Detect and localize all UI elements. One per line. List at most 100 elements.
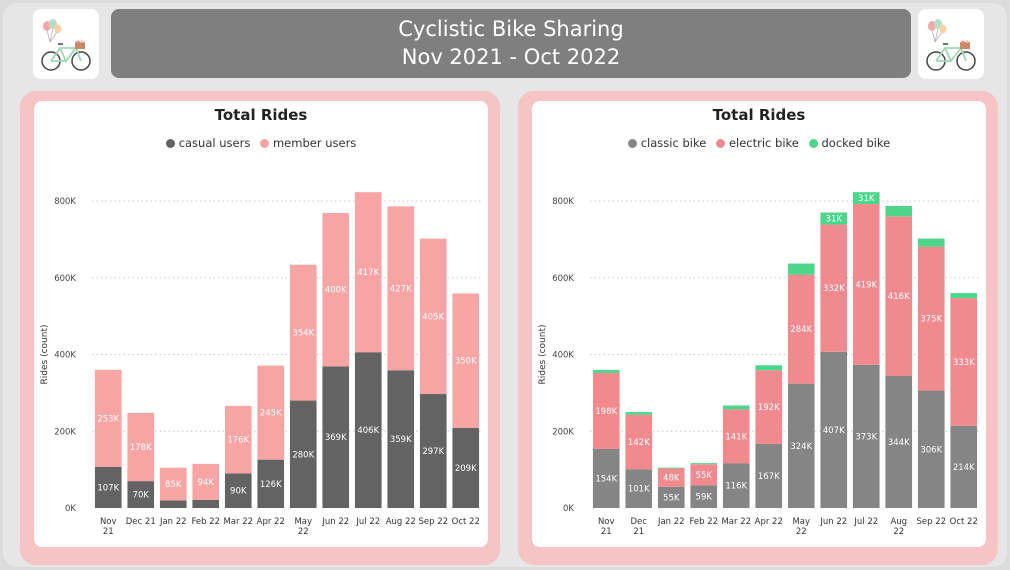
- bar-segment: [787, 274, 815, 384]
- bar-segment: [852, 204, 880, 365]
- bar-segment: [224, 473, 252, 508]
- legend-item-docked[interactable]: docked bike: [808, 136, 891, 150]
- chart-legend: casual users member users: [34, 136, 488, 150]
- bar-segment: [755, 443, 783, 508]
- x-tick-label: Dec 21: [126, 517, 156, 527]
- data-label: 369K: [325, 433, 347, 443]
- bar-segment: [787, 263, 815, 275]
- x-tick-label: Dec: [631, 517, 648, 527]
- bar-segment: [657, 467, 685, 469]
- bar-segment: [885, 375, 913, 508]
- bar-segment: [722, 405, 750, 410]
- data-label: 427K: [390, 284, 412, 294]
- data-label: 245K: [260, 409, 282, 419]
- data-label: 407K: [823, 426, 845, 436]
- legend-item-casual[interactable]: casual users: [165, 136, 250, 150]
- bar-segment: [94, 466, 122, 508]
- dashboard-title: Cyclistic Bike Sharing Nov 2021 - Oct 20…: [111, 9, 911, 78]
- data-label: 333K: [953, 358, 975, 368]
- bar-segment: [387, 370, 415, 508]
- data-label: 48K: [663, 474, 680, 484]
- x-tick-label: Nov: [598, 517, 615, 527]
- data-label: 400K: [325, 286, 347, 296]
- legend-item-classic[interactable]: classic bike: [627, 136, 706, 150]
- bar-segment: [224, 405, 252, 474]
- bar-segment: [192, 499, 220, 508]
- bar-segment: [419, 394, 447, 508]
- data-label: 154K: [595, 474, 617, 484]
- y-tick-label: 800K: [552, 197, 574, 207]
- bar-segment: [419, 238, 447, 395]
- legend-marker: [627, 139, 637, 148]
- title-line-1: Cyclistic Bike Sharing: [398, 17, 624, 41]
- bar-segment: [452, 427, 480, 508]
- data-label: 306K: [920, 445, 942, 455]
- data-label: 280K: [292, 450, 314, 460]
- chart-title: Total Rides: [712, 106, 806, 124]
- bar-segment: [354, 352, 382, 508]
- x-tick-label: Jul 22: [853, 517, 878, 527]
- bar-segment: [917, 390, 945, 508]
- legend-item-electric[interactable]: electric bike: [715, 136, 799, 150]
- bar-segment: [322, 212, 350, 367]
- data-label: 209K: [455, 464, 477, 474]
- data-label: 253K: [97, 414, 119, 424]
- bar-segment: [755, 370, 783, 444]
- data-label: 55K: [663, 493, 680, 503]
- bar-segment: [885, 205, 913, 217]
- chart-legend: classic bike electric bike docked bike: [532, 136, 986, 150]
- bicycle-with-balloons-icon: [926, 19, 976, 71]
- data-label: 141K: [725, 432, 747, 442]
- data-label: 101K: [628, 485, 650, 495]
- bar-segment: [625, 412, 653, 415]
- x-tick-label: 22: [893, 527, 904, 537]
- x-tick-label: Jul 22: [355, 517, 380, 527]
- y-tick-label: 0K: [563, 504, 574, 514]
- bar-segment: [159, 467, 187, 501]
- bar-segment: [625, 469, 653, 508]
- bar-segment: [722, 409, 750, 464]
- data-label: 126K: [260, 480, 282, 490]
- bar-segment: [159, 500, 187, 508]
- y-tick-label: 200K: [54, 427, 76, 437]
- legend-item-member[interactable]: member users: [259, 136, 357, 150]
- bar-segment: [950, 293, 978, 299]
- y-tick-label: 800K: [54, 197, 76, 207]
- data-label: 297K: [422, 447, 444, 457]
- bar-segment: [852, 192, 880, 205]
- bar-segment: [657, 468, 685, 487]
- data-label: 332K: [823, 284, 845, 294]
- x-tick-label: Oct 22: [950, 517, 978, 527]
- data-label: 192K: [758, 403, 780, 413]
- bar-segment: [755, 365, 783, 371]
- x-tick-label: 22: [298, 527, 309, 537]
- x-tick-label: May: [792, 517, 810, 527]
- legend-label: docked bike: [821, 136, 891, 150]
- data-label: 142K: [628, 438, 650, 448]
- bar-segment: [820, 351, 848, 508]
- bar-segment: [657, 486, 685, 508]
- y-tick-label: 200K: [552, 427, 574, 437]
- left-logo: [33, 9, 99, 79]
- x-tick-label: Aug: [890, 517, 907, 527]
- x-tick-label: Jun 22: [321, 517, 349, 527]
- x-tick-label: Feb 22: [191, 517, 220, 527]
- data-label: 31K: [826, 214, 843, 224]
- legend-label: member users: [272, 136, 357, 150]
- bike-type-chart-card: Total Rides classic bike electric bike d…: [532, 101, 986, 547]
- legend-marker: [165, 139, 175, 148]
- bar-segment: [917, 238, 945, 247]
- x-tick-label: Oct 22: [452, 517, 480, 527]
- data-label: 85K: [165, 480, 182, 490]
- data-label: 417K: [357, 268, 379, 278]
- x-tick-label: Jan 22: [159, 517, 187, 527]
- data-label: 416K: [888, 292, 910, 302]
- x-tick-label: 21: [633, 527, 644, 537]
- data-label: 354K: [292, 329, 314, 339]
- data-label: 214K: [953, 463, 975, 473]
- data-label: 198K: [595, 407, 617, 417]
- data-label: 94K: [198, 478, 215, 488]
- bar-segment: [917, 246, 945, 391]
- data-label: 405K: [422, 312, 444, 322]
- data-label: 350K: [455, 357, 477, 367]
